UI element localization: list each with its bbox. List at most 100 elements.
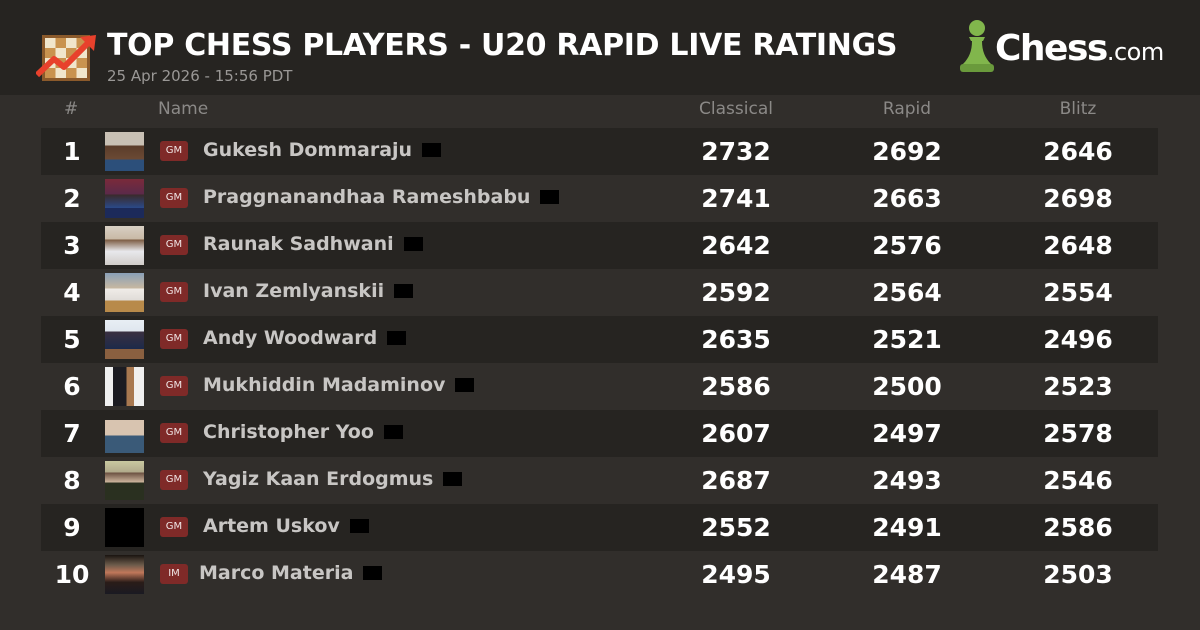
player-name[interactable]: Christopher Yoo (203, 421, 403, 443)
title-badge: GM (160, 423, 188, 443)
column-header-rapid: Rapid (882, 99, 932, 119)
player-name[interactable]: Raunak Sadhwani (203, 233, 423, 255)
flag-icon (349, 519, 369, 533)
title-badge: GM (160, 470, 188, 490)
player-name-text[interactable]: Praggnanandhaa Rameshbabu (203, 186, 531, 208)
rapid-rating: 2692 (872, 137, 942, 166)
flag-icon (422, 143, 442, 157)
classical-rating: 2732 (701, 137, 771, 166)
blitz-rating: 2648 (1043, 231, 1113, 260)
avatar[interactable] (105, 414, 144, 453)
player-name[interactable]: Yagiz Kaan Erdogmus (203, 468, 463, 490)
brand-wordmark: Chess.com (995, 28, 1164, 69)
avatar[interactable] (105, 226, 144, 265)
classical-rating: 2592 (701, 278, 771, 307)
page-header: TOP CHESS PLAYERS - U20 RAPID LIVE RATIN… (0, 0, 1200, 95)
blitz-rating: 2578 (1043, 419, 1113, 448)
player-name-text[interactable]: Christopher Yoo (203, 421, 374, 443)
table-row[interactable]: 8 GM Yagiz Kaan Erdogmus 2687 2493 2546 (41, 457, 1158, 504)
flag-icon (455, 378, 475, 392)
column-header-classical: Classical (699, 99, 773, 119)
classical-rating: 2642 (701, 231, 771, 260)
player-name-text[interactable]: Artem Uskov (203, 515, 340, 537)
avatar[interactable] (105, 320, 144, 359)
page-title: TOP CHESS PLAYERS - U20 RAPID LIVE RATIN… (107, 28, 898, 63)
blitz-rating: 2646 (1043, 137, 1113, 166)
blitz-rating: 2496 (1043, 325, 1113, 354)
table-row[interactable]: 5 GM Andy Woodward 2635 2521 2496 (41, 316, 1158, 363)
player-name[interactable]: Gukesh Dommaraju (203, 139, 442, 161)
player-name-text[interactable]: Raunak Sadhwani (203, 233, 394, 255)
classical-rating: 2687 (701, 466, 771, 495)
player-name-text[interactable]: Marco Materia (199, 562, 354, 584)
rank: 6 (63, 372, 81, 401)
avatar[interactable] (105, 132, 144, 171)
flag-icon (443, 472, 463, 486)
rapid-rating: 2564 (872, 278, 942, 307)
rapid-rating: 2497 (872, 419, 942, 448)
table-row[interactable]: 2 GM Praggnanandhaa Rameshbabu 2741 2663… (41, 175, 1158, 222)
timestamp: 25 Apr 2026 - 15:56 PDT (107, 67, 293, 85)
rank: 7 (63, 419, 81, 448)
flag-icon (540, 190, 560, 204)
rank: 9 (63, 513, 81, 542)
ratings-table: 1 GM Gukesh Dommaraju 2732 2692 2646 2 G… (41, 128, 1158, 598)
column-header-name: Name (158, 99, 209, 119)
player-name[interactable]: Ivan Zemlyanskii (203, 280, 414, 302)
avatar[interactable] (105, 367, 144, 406)
flag-icon (363, 566, 383, 580)
avatar[interactable] (105, 555, 144, 594)
player-name-text[interactable]: Yagiz Kaan Erdogmus (203, 468, 434, 490)
table-row[interactable]: 6 GM Mukhiddin Madaminov 2586 2500 2523 (41, 363, 1158, 410)
rank: 2 (63, 184, 81, 213)
rapid-rating: 2663 (872, 184, 942, 213)
player-name[interactable]: Artem Uskov (203, 515, 369, 537)
player-name-text[interactable]: Mukhiddin Madaminov (203, 374, 446, 396)
brand-name: Chess (995, 28, 1108, 69)
classical-rating: 2552 (701, 513, 771, 542)
title-badge: GM (160, 282, 188, 302)
table-row[interactable]: 9 GM Artem Uskov 2552 2491 2586 (41, 504, 1158, 551)
player-name[interactable]: Marco Materia (199, 562, 383, 584)
avatar[interactable] (105, 461, 144, 500)
table-row[interactable]: 4 GM Ivan Zemlyanskii 2592 2564 2554 (41, 269, 1158, 316)
flag-icon (387, 331, 407, 345)
rank: 5 (63, 325, 81, 354)
player-name-text[interactable]: Gukesh Dommaraju (203, 139, 413, 161)
avatar[interactable] (105, 273, 144, 312)
title-badge: GM (160, 329, 188, 349)
rank: 8 (63, 466, 81, 495)
chess-com-logo[interactable]: Chess.com (955, 16, 1165, 76)
blitz-rating: 2554 (1043, 278, 1113, 307)
avatar[interactable] (105, 508, 144, 547)
player-name-text[interactable]: Andy Woodward (203, 327, 378, 349)
blitz-rating: 2546 (1043, 466, 1113, 495)
rank: 10 (54, 560, 90, 589)
table-row[interactable]: 3 GM Raunak Sadhwani 2642 2576 2648 (41, 222, 1158, 269)
rapid-rating: 2576 (872, 231, 942, 260)
rank: 3 (63, 231, 81, 260)
avatar[interactable] (105, 179, 144, 218)
player-name[interactable]: Andy Woodward (203, 327, 407, 349)
table-row[interactable]: 7 GM Christopher Yoo 2607 2497 2578 (41, 410, 1158, 457)
player-name[interactable]: Praggnanandhaa Rameshbabu (203, 186, 560, 208)
flag-icon (383, 425, 403, 439)
rank: 1 (63, 137, 81, 166)
title-badge: GM (160, 141, 188, 161)
flag-icon (403, 237, 423, 251)
classical-rating: 2586 (701, 372, 771, 401)
table-row[interactable]: 10 IM Marco Materia 2495 2487 2503 (41, 551, 1158, 598)
title-badge: GM (160, 188, 188, 208)
flag-icon (394, 284, 414, 298)
rapid-rating: 2493 (872, 466, 942, 495)
title-badge: GM (160, 517, 188, 537)
classical-rating: 2607 (701, 419, 771, 448)
blitz-rating: 2698 (1043, 184, 1113, 213)
pawn-logo-icon (960, 20, 994, 72)
classical-rating: 2635 (701, 325, 771, 354)
table-row[interactable]: 1 GM Gukesh Dommaraju 2732 2692 2646 (41, 128, 1158, 175)
classical-rating: 2495 (701, 560, 771, 589)
chessboard-trending-up-icon (36, 35, 96, 81)
player-name[interactable]: Mukhiddin Madaminov (203, 374, 475, 396)
player-name-text[interactable]: Ivan Zemlyanskii (203, 280, 385, 302)
